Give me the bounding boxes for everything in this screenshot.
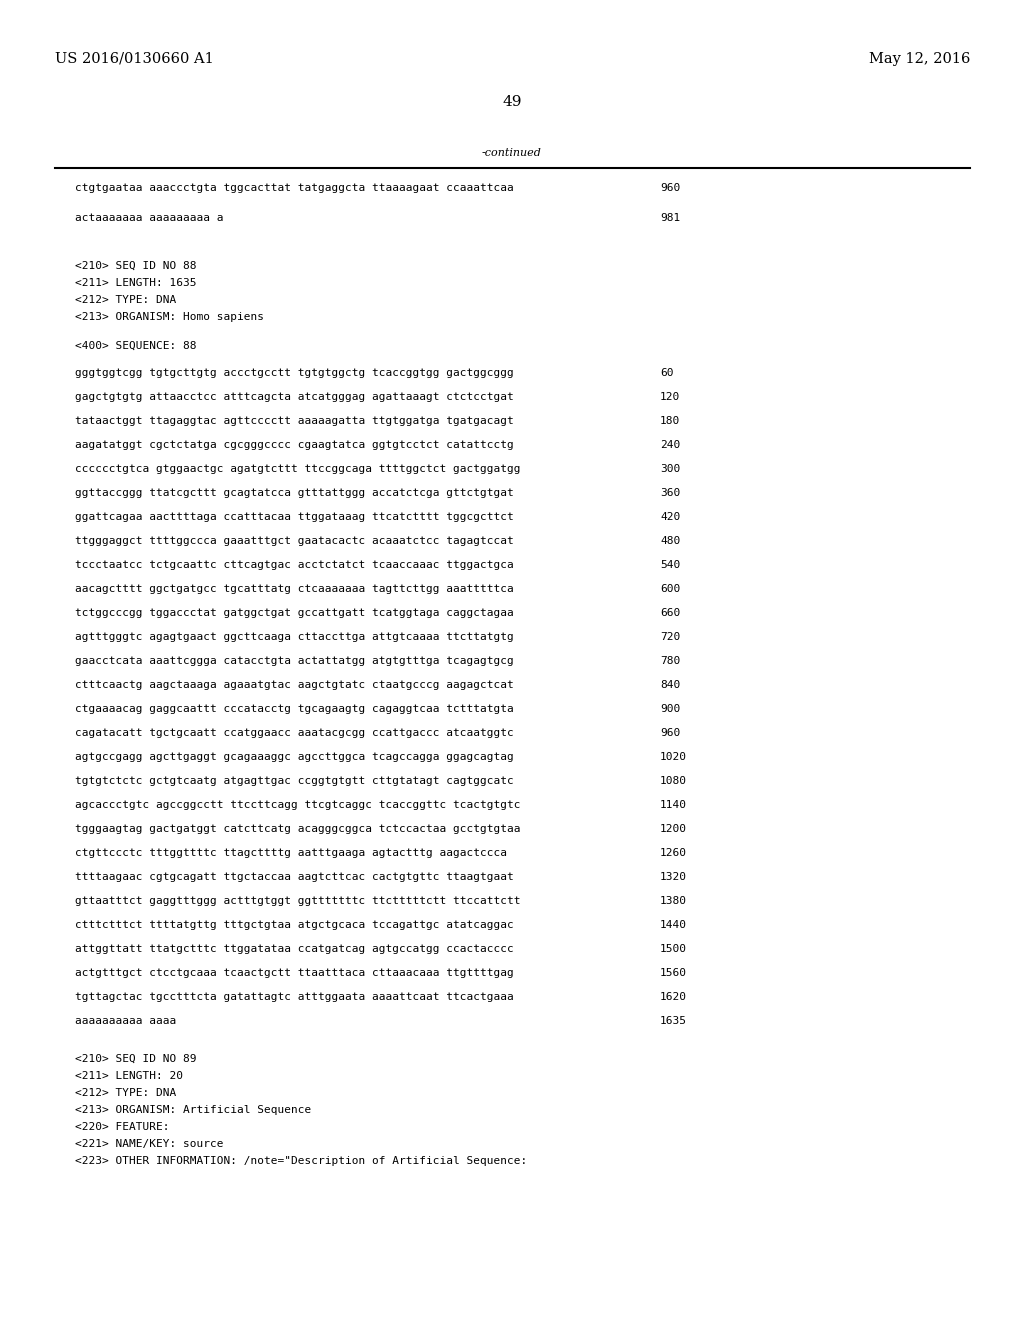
Text: <211> LENGTH: 1635: <211> LENGTH: 1635	[75, 279, 197, 288]
Text: agtgccgagg agcttgaggt gcagaaaggc agccttggca tcagccagga ggagcagtag: agtgccgagg agcttgaggt gcagaaaggc agccttg…	[75, 752, 514, 762]
Text: ggttaccggg ttatcgcttt gcagtatcca gtttattggg accatctcga gttctgtgat: ggttaccggg ttatcgcttt gcagtatcca gtttatt…	[75, 488, 514, 498]
Text: actaaaaaaa aaaaaaaaa a: actaaaaaaa aaaaaaaaa a	[75, 213, 223, 223]
Text: 1380: 1380	[660, 896, 687, 906]
Text: ttgggaggct ttttggccca gaaatttgct gaatacactc acaaatctcc tagagtccat: ttgggaggct ttttggccca gaaatttgct gaataca…	[75, 536, 514, 546]
Text: gggtggtcgg tgtgcttgtg accctgcctt tgtgtggctg tcaccggtgg gactggcggg: gggtggtcgg tgtgcttgtg accctgcctt tgtgtgg…	[75, 368, 514, 378]
Text: 1500: 1500	[660, 944, 687, 954]
Text: tgtgtctctc gctgtcaatg atgagttgac ccggtgtgtt cttgtatagt cagtggcatc: tgtgtctctc gctgtcaatg atgagttgac ccggtgt…	[75, 776, 514, 785]
Text: aacagctttt ggctgatgcc tgcatttatg ctcaaaaaaa tagttcttgg aaatttttca: aacagctttt ggctgatgcc tgcatttatg ctcaaaa…	[75, 583, 514, 594]
Text: aagatatggt cgctctatga cgcgggcccc cgaagtatca ggtgtcctct catattcctg: aagatatggt cgctctatga cgcgggcccc cgaagta…	[75, 440, 514, 450]
Text: gaacctcata aaattcggga catacctgta actattatgg atgtgtttga tcagagtgcg: gaacctcata aaattcggga catacctgta actatta…	[75, 656, 514, 667]
Text: ctgaaaacag gaggcaattt cccatacctg tgcagaagtg cagaggtcaa tctttatgta: ctgaaaacag gaggcaattt cccatacctg tgcagaa…	[75, 704, 514, 714]
Text: 540: 540	[660, 560, 680, 570]
Text: 49: 49	[502, 95, 522, 110]
Text: actgtttgct ctcctgcaaa tcaactgctt ttaatttaca cttaaacaaa ttgttttgag: actgtttgct ctcctgcaaa tcaactgctt ttaattt…	[75, 968, 514, 978]
Text: <213> ORGANISM: Artificial Sequence: <213> ORGANISM: Artificial Sequence	[75, 1105, 311, 1115]
Text: 420: 420	[660, 512, 680, 521]
Text: 1140: 1140	[660, 800, 687, 810]
Text: 1320: 1320	[660, 873, 687, 882]
Text: 960: 960	[660, 729, 680, 738]
Text: 780: 780	[660, 656, 680, 667]
Text: <213> ORGANISM: Homo sapiens: <213> ORGANISM: Homo sapiens	[75, 312, 264, 322]
Text: tctggcccgg tggaccctat gatggctgat gccattgatt tcatggtaga caggctagaa: tctggcccgg tggaccctat gatggctgat gccattg…	[75, 609, 514, 618]
Text: 720: 720	[660, 632, 680, 642]
Text: attggttatt ttatgctttc ttggatataa ccatgatcag agtgccatgg ccactacccc: attggttatt ttatgctttc ttggatataa ccatgat…	[75, 944, 514, 954]
Text: gagctgtgtg attaacctcc atttcagcta atcatgggag agattaaagt ctctcctgat: gagctgtgtg attaacctcc atttcagcta atcatgg…	[75, 392, 514, 403]
Text: 981: 981	[660, 213, 680, 223]
Text: 1635: 1635	[660, 1016, 687, 1026]
Text: 1200: 1200	[660, 824, 687, 834]
Text: 1440: 1440	[660, 920, 687, 931]
Text: tgggaagtag gactgatggt catcttcatg acagggcggca tctccactaa gcctgtgtaa: tgggaagtag gactgatggt catcttcatg acagggc…	[75, 824, 520, 834]
Text: <212> TYPE: DNA: <212> TYPE: DNA	[75, 1088, 176, 1098]
Text: tgttagctac tgcctttcta gatattagtc atttggaata aaaattcaat ttcactgaaa: tgttagctac tgcctttcta gatattagtc atttgga…	[75, 993, 514, 1002]
Text: 1020: 1020	[660, 752, 687, 762]
Text: 300: 300	[660, 465, 680, 474]
Text: <210> SEQ ID NO 88: <210> SEQ ID NO 88	[75, 261, 197, 271]
Text: 1620: 1620	[660, 993, 687, 1002]
Text: ggattcagaa aacttttaga ccatttacaa ttggataaag ttcatctttt tggcgcttct: ggattcagaa aacttttaga ccatttacaa ttggata…	[75, 512, 514, 521]
Text: 960: 960	[660, 183, 680, 193]
Text: <212> TYPE: DNA: <212> TYPE: DNA	[75, 294, 176, 305]
Text: <220> FEATURE:: <220> FEATURE:	[75, 1122, 170, 1133]
Text: 240: 240	[660, 440, 680, 450]
Text: <223> OTHER INFORMATION: /note="Description of Artificial Sequence:: <223> OTHER INFORMATION: /note="Descript…	[75, 1156, 527, 1166]
Text: 600: 600	[660, 583, 680, 594]
Text: <221> NAME/KEY: source: <221> NAME/KEY: source	[75, 1139, 223, 1148]
Text: <211> LENGTH: 20: <211> LENGTH: 20	[75, 1071, 183, 1081]
Text: 1080: 1080	[660, 776, 687, 785]
Text: agcaccctgtc agccggcctt ttccttcagg ttcgtcaggc tcaccggttc tcactgtgtc: agcaccctgtc agccggcctt ttccttcagg ttcgtc…	[75, 800, 520, 810]
Text: ctttcaactg aagctaaaga agaaatgtac aagctgtatc ctaatgcccg aagagctcat: ctttcaactg aagctaaaga agaaatgtac aagctgt…	[75, 680, 514, 690]
Text: <210> SEQ ID NO 89: <210> SEQ ID NO 89	[75, 1053, 197, 1064]
Text: ctgtgaataa aaaccctgta tggcacttat tatgaggcta ttaaaagaat ccaaattcaa: ctgtgaataa aaaccctgta tggcacttat tatgagg…	[75, 183, 514, 193]
Text: cagatacatt tgctgcaatt ccatggaacc aaatacgcgg ccattgaccc atcaatggtc: cagatacatt tgctgcaatt ccatggaacc aaatacg…	[75, 729, 514, 738]
Text: ctgttccctc tttggttttc ttagcttttg aatttgaaga agtactttg aagactccca: ctgttccctc tttggttttc ttagcttttg aatttga…	[75, 847, 507, 858]
Text: cccccctgtca gtggaactgc agatgtcttt ttccggcaga ttttggctct gactggatgg: cccccctgtca gtggaactgc agatgtcttt ttccgg…	[75, 465, 520, 474]
Text: 1560: 1560	[660, 968, 687, 978]
Text: ttttaagaac cgtgcagatt ttgctaccaa aagtcttcac cactgtgttc ttaagtgaat: ttttaagaac cgtgcagatt ttgctaccaa aagtctt…	[75, 873, 514, 882]
Text: 180: 180	[660, 416, 680, 426]
Text: US 2016/0130660 A1: US 2016/0130660 A1	[55, 51, 214, 66]
Text: 1260: 1260	[660, 847, 687, 858]
Text: 60: 60	[660, 368, 674, 378]
Text: May 12, 2016: May 12, 2016	[868, 51, 970, 66]
Text: tataactggt ttagaggtac agttcccctt aaaaagatta ttgtggatga tgatgacagt: tataactggt ttagaggtac agttcccctt aaaaaga…	[75, 416, 514, 426]
Text: agtttgggtc agagtgaact ggcttcaaga cttaccttga attgtcaaaa ttcttatgtg: agtttgggtc agagtgaact ggcttcaaga cttacct…	[75, 632, 514, 642]
Text: 840: 840	[660, 680, 680, 690]
Text: ctttctttct ttttatgttg tttgctgtaa atgctgcaca tccagattgc atatcaggac: ctttctttct ttttatgttg tttgctgtaa atgctgc…	[75, 920, 514, 931]
Text: gttaatttct gaggtttggg actttgtggt ggtttttttc ttctttttctt ttccattctt: gttaatttct gaggtttggg actttgtggt ggttttt…	[75, 896, 520, 906]
Text: 480: 480	[660, 536, 680, 546]
Text: aaaaaaaaaa aaaa: aaaaaaaaaa aaaa	[75, 1016, 176, 1026]
Text: -continued: -continued	[482, 148, 542, 158]
Text: 660: 660	[660, 609, 680, 618]
Text: 360: 360	[660, 488, 680, 498]
Text: tccctaatcc tctgcaattc cttcagtgac acctctatct tcaaccaaac ttggactgca: tccctaatcc tctgcaattc cttcagtgac acctcta…	[75, 560, 514, 570]
Text: <400> SEQUENCE: 88: <400> SEQUENCE: 88	[75, 341, 197, 351]
Text: 120: 120	[660, 392, 680, 403]
Text: 900: 900	[660, 704, 680, 714]
